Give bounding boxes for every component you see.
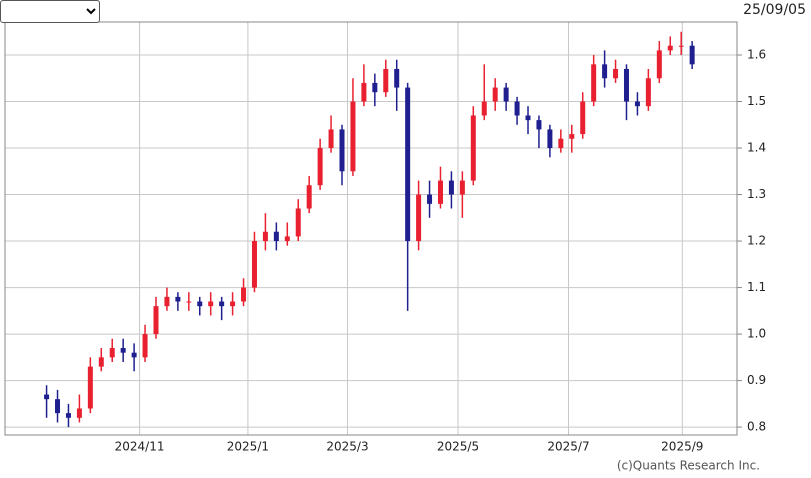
- candle-body: [667, 45, 673, 51]
- candle-body: [689, 45, 695, 65]
- candle-body: [372, 82, 378, 93]
- candle-body: [623, 68, 629, 102]
- candle-body: [76, 408, 82, 418]
- candle-body: [87, 366, 93, 409]
- candle-body: [164, 296, 170, 307]
- candle-body: [65, 413, 71, 418]
- candle-body: [459, 180, 465, 195]
- candle-body: [339, 129, 345, 172]
- candle-body: [208, 301, 214, 307]
- candle-body: [55, 399, 61, 414]
- candle-body: [197, 301, 203, 307]
- candle-body: [241, 287, 247, 302]
- candle-body: [634, 101, 640, 107]
- candle-body: [678, 45, 684, 47]
- y-tick-label: 0.8: [747, 420, 766, 434]
- candle-body: [230, 301, 236, 307]
- candle-body: [219, 301, 225, 307]
- candle-body: [437, 180, 443, 204]
- candle-body: [569, 134, 575, 139]
- candle-body: [328, 129, 334, 149]
- candle-body: [602, 64, 608, 79]
- candle-body: [656, 50, 662, 79]
- candle-body: [427, 194, 433, 204]
- candle-body: [536, 120, 542, 130]
- date: 25/09/05: [743, 2, 806, 18]
- candle-body: [547, 129, 553, 149]
- candle-body: [394, 68, 400, 88]
- y-tick-label: 1.2: [747, 234, 766, 248]
- candle-body: [98, 357, 104, 367]
- candle-body: [492, 87, 498, 102]
- y-tick-label: 1.0: [747, 327, 766, 341]
- candle-body: [284, 236, 290, 242]
- y-tick-label: 0.9: [747, 373, 766, 387]
- candle-body: [514, 101, 520, 116]
- candle-body: [153, 306, 159, 335]
- candle-body: [44, 394, 50, 400]
- candle-body: [273, 231, 279, 242]
- candle-body: [186, 301, 192, 303]
- y-tick-label: 1.5: [747, 94, 766, 108]
- candle-body: [580, 101, 586, 135]
- candle-body: [383, 68, 389, 93]
- candle-body: [448, 180, 454, 195]
- x-tick-label: 2024/11: [115, 440, 165, 454]
- candle-body: [481, 101, 487, 116]
- candle-body: [558, 138, 564, 149]
- candle-body: [350, 101, 356, 172]
- candle-body: [470, 115, 476, 181]
- candle-body: [645, 78, 651, 107]
- x-tick-label: 2025/1: [227, 440, 269, 454]
- plot-border: [4, 21, 738, 436]
- candle-body: [503, 87, 509, 102]
- candle-body: [175, 296, 181, 302]
- candle-body: [405, 87, 411, 242]
- candle-body: [525, 115, 531, 121]
- y-tick-label: 1.1: [747, 280, 766, 294]
- credit: (c)Quants Research Inc.: [617, 459, 760, 473]
- x-tick-label: 2025/9: [661, 440, 703, 454]
- candle-body: [306, 185, 312, 209]
- y-tick-label: 1.4: [747, 141, 766, 155]
- x-tick-label: 2025/3: [326, 440, 368, 454]
- symbol-select[interactable]: [0, 0, 100, 23]
- candle-body: [142, 334, 148, 358]
- candle-body: [361, 82, 367, 102]
- y-tick-label: 1.6: [747, 48, 766, 62]
- y-tick-label: 1.3: [747, 187, 766, 201]
- candle-body: [120, 348, 126, 353]
- candle-body: [317, 148, 323, 186]
- candle-body: [591, 64, 597, 102]
- candle-body: [613, 68, 619, 79]
- candle-body: [416, 194, 422, 242]
- x-tick-label: 2025/7: [547, 440, 589, 454]
- candle-body: [131, 352, 137, 358]
- candle-body: [262, 231, 268, 242]
- candle-body: [109, 348, 115, 358]
- candle-body: [251, 241, 257, 288]
- candle-body: [295, 208, 301, 237]
- x-tick-label: 2025/5: [437, 440, 479, 454]
